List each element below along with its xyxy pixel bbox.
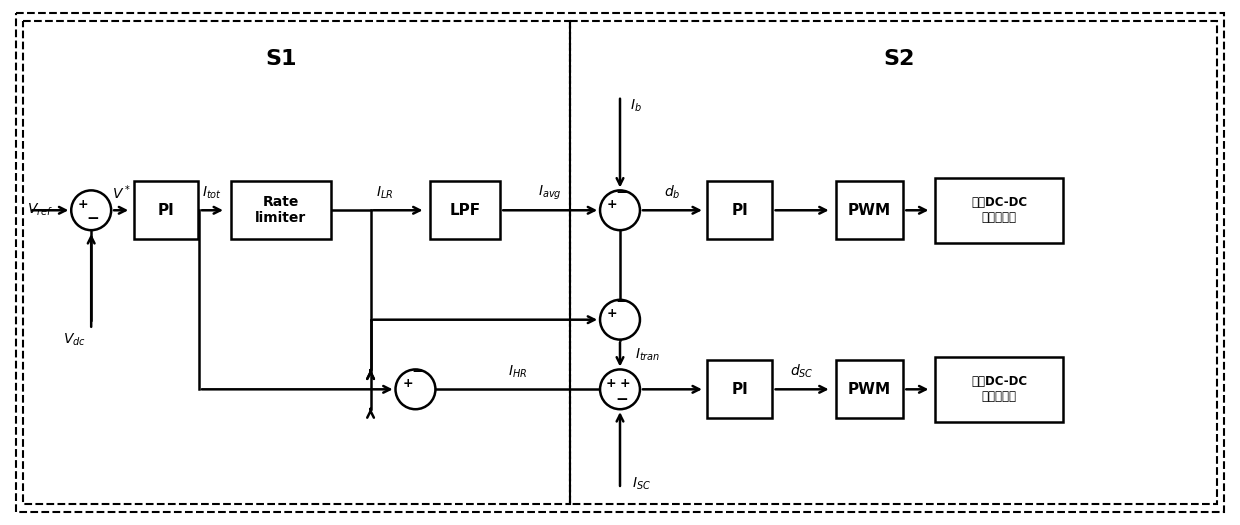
Bar — [707, 182, 773, 239]
Circle shape — [71, 191, 112, 230]
Text: LPF: LPF — [450, 203, 481, 218]
Bar — [935, 357, 1063, 422]
Text: −: − — [615, 392, 629, 407]
Text: $I_{SC}$: $I_{SC}$ — [632, 476, 651, 492]
Text: PWM: PWM — [848, 203, 892, 218]
Text: +: + — [78, 198, 88, 211]
Text: PI: PI — [732, 382, 748, 397]
Bar — [836, 182, 904, 239]
Text: $I_{avg}$: $I_{avg}$ — [538, 183, 562, 202]
Circle shape — [396, 370, 435, 409]
Text: S1: S1 — [265, 49, 296, 69]
Text: +: + — [402, 377, 413, 390]
Text: $V_{ref}$: $V_{ref}$ — [27, 202, 53, 218]
Text: $I_b$: $I_b$ — [630, 98, 642, 114]
Bar — [430, 182, 500, 239]
Text: +: + — [606, 198, 618, 211]
Text: −: − — [87, 211, 99, 226]
Bar — [707, 361, 773, 418]
Bar — [24, 22, 570, 503]
Text: PI: PI — [157, 203, 175, 218]
Bar — [570, 22, 1216, 503]
Text: $d_{SC}$: $d_{SC}$ — [790, 363, 813, 380]
Text: −: − — [412, 364, 424, 379]
Bar — [935, 178, 1063, 243]
Text: PI: PI — [732, 203, 748, 218]
Text: 第一DC-DC
双向变换器: 第一DC-DC 双向变换器 — [971, 196, 1027, 224]
Text: 第二DC-DC
双向变换器: 第二DC-DC 双向变换器 — [971, 375, 1027, 403]
Bar — [134, 182, 198, 239]
Text: $I_{LR}$: $I_{LR}$ — [376, 184, 393, 201]
Circle shape — [600, 370, 640, 409]
Bar — [836, 361, 904, 418]
Text: Rate
limiter: Rate limiter — [255, 195, 306, 225]
Bar — [231, 182, 331, 239]
Text: +: + — [605, 377, 616, 390]
Text: −: − — [615, 185, 629, 200]
Circle shape — [600, 300, 640, 340]
Text: $I_{tot}$: $I_{tot}$ — [202, 184, 222, 201]
Text: $d_b$: $d_b$ — [663, 184, 681, 201]
Text: S2: S2 — [884, 49, 915, 69]
Text: PWM: PWM — [848, 382, 892, 397]
Circle shape — [600, 191, 640, 230]
Text: $I_{HR}$: $I_{HR}$ — [507, 363, 527, 380]
Text: $I_{tran}$: $I_{tran}$ — [635, 346, 661, 363]
Text: +: + — [606, 307, 618, 320]
Text: $V_{dc}$: $V_{dc}$ — [63, 331, 87, 348]
Text: −: − — [615, 295, 629, 309]
Text: $V^*$: $V^*$ — [112, 183, 130, 202]
Text: +: + — [620, 377, 630, 390]
